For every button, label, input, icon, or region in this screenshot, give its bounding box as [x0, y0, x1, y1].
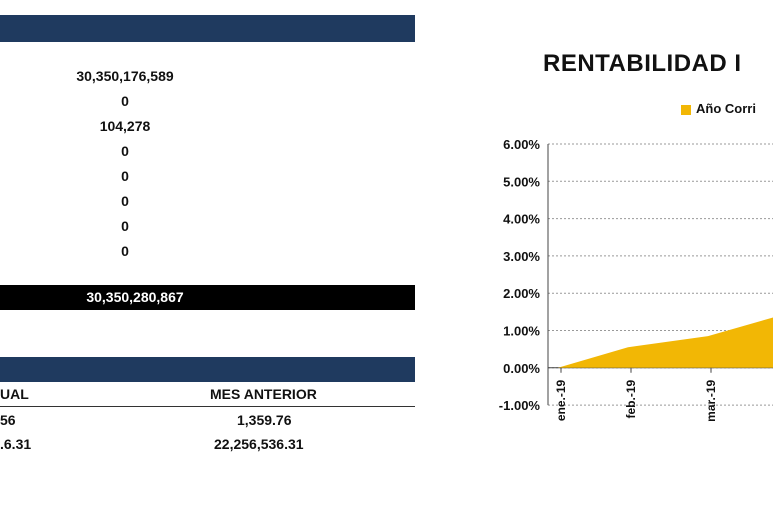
- chart-legend: Año Corri: [681, 101, 756, 116]
- x-tick-label: ene.-19: [554, 379, 568, 421]
- table-header-band: [0, 357, 415, 382]
- value-item: 0: [121, 193, 129, 209]
- y-tick-label: 6.00%: [503, 137, 540, 152]
- y-tick-label: 5.00%: [503, 174, 540, 189]
- legend-swatch: [681, 104, 691, 115]
- y-tick-label: -1.00%: [499, 398, 541, 413]
- section-header-band: [0, 15, 415, 42]
- value-item: 0: [121, 218, 129, 234]
- y-tick-label: 0.00%: [503, 361, 540, 376]
- value-item: 104,278: [99, 118, 151, 134]
- column-header-current: UAL: [0, 386, 29, 402]
- legend-label: Año Corri: [696, 101, 756, 116]
- value-item: 0: [121, 168, 129, 184]
- y-tick-label: 2.00%: [503, 286, 540, 301]
- y-tick-label: 3.00%: [503, 249, 540, 264]
- profitability-chart: 6.00% 5.00% 4.00% 3.00% 2.00% 1.00% 0.00% -1.00…: [499, 137, 773, 422]
- series-area: [558, 317, 773, 368]
- value-item: 30,350,176,589: [76, 68, 174, 84]
- value-item: 0: [121, 143, 129, 159]
- chart-title: RENTABILIDAD I: [543, 50, 742, 77]
- total-bar: [0, 285, 415, 310]
- header-divider: [0, 406, 415, 407]
- x-tick-label: mar.-19: [704, 379, 718, 421]
- table-cell: .6.31: [0, 436, 32, 452]
- table-cell: 56: [0, 412, 16, 428]
- x-tick-label: feb.-19: [624, 379, 638, 418]
- y-tick-label: 4.00%: [503, 212, 540, 227]
- total-value: 30,350,280,867: [86, 289, 184, 305]
- y-tick-label: 1.00%: [503, 324, 540, 339]
- table-cell: 22,256,536.31: [214, 436, 304, 452]
- table-cell: 1,359.76: [237, 412, 292, 428]
- value-item: 0: [121, 243, 129, 259]
- value-item: 0: [121, 93, 129, 109]
- column-header-previous-month: MES ANTERIOR: [210, 386, 317, 402]
